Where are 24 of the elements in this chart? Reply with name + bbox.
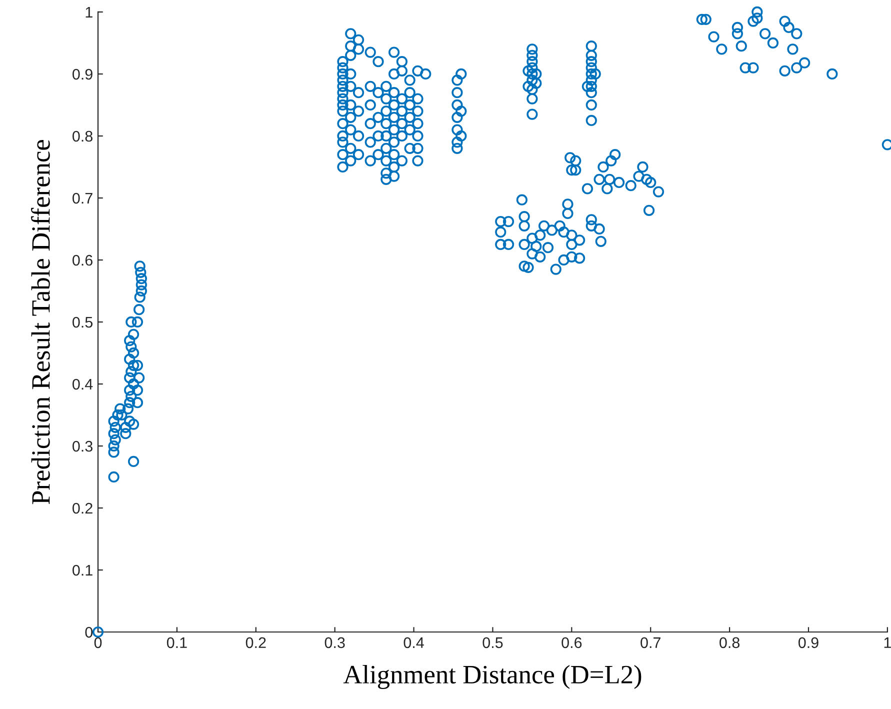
y-tick-label: 1: [86, 7, 92, 18]
y-axis-title: Prediction Result Table Difference: [31, 140, 50, 504]
x-tick-label: 0.1: [166, 637, 187, 648]
y-tick-label: 0.6: [72, 254, 92, 266]
x-tick-label: 0.4: [404, 637, 424, 648]
x-tick-label: 0.3: [324, 637, 345, 648]
y-tick-label: 0.4: [72, 378, 93, 390]
x-tick-label: 0.8: [720, 637, 740, 648]
y-tick-label: 0.9: [72, 68, 92, 80]
x-tick-label: 0.6: [562, 637, 582, 648]
y-tick-label: 0.3: [72, 440, 92, 452]
x-tick-label: 0.5: [482, 637, 503, 648]
x-tick-label: 1: [884, 637, 891, 648]
x-tick-label: 0.7: [640, 637, 660, 648]
y-tick-label: 0: [85, 626, 93, 638]
y-tick-label: 0.5: [72, 316, 93, 328]
x-tick-label: 0.9: [798, 637, 818, 648]
x-tick-label: 0: [94, 637, 102, 648]
y-tick-label: 0.2: [72, 502, 92, 514]
x-tick-label: 0.2: [246, 637, 266, 648]
y-tick-label: 0.8: [72, 130, 92, 142]
y-tick-label: 0.1: [72, 564, 92, 576]
y-tick-label: 0.7: [72, 192, 92, 204]
x-axis-title: Alignment Distance (D=L2): [343, 664, 642, 689]
